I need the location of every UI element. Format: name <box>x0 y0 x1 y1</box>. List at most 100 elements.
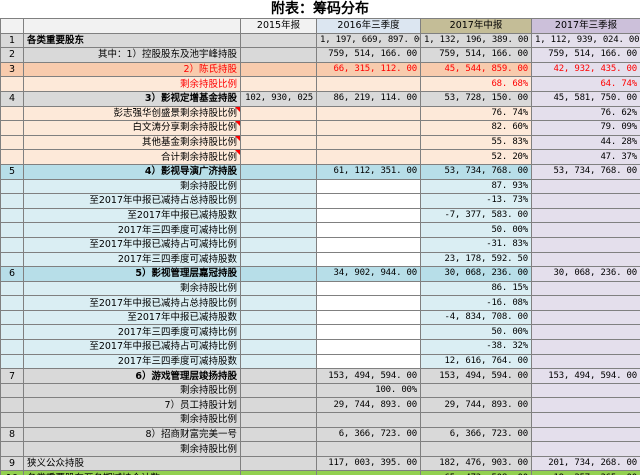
row-index-cell[interactable] <box>0 222 24 238</box>
value-cell[interactable] <box>240 134 317 151</box>
row-index-cell[interactable] <box>0 134 24 151</box>
value-cell[interactable] <box>240 280 317 297</box>
row-label-cell[interactable]: 7）员工持股计划 <box>23 397 241 414</box>
value-cell[interactable] <box>531 280 640 297</box>
value-cell[interactable]: 153, 494, 594. 00 <box>316 368 421 384</box>
row-index-cell[interactable] <box>0 76 24 92</box>
value-cell[interactable] <box>420 441 532 457</box>
row-label-cell[interactable]: 至2017年中报已减持占总持股比例 <box>23 193 241 209</box>
value-cell[interactable]: 6, 366, 723. 00 <box>420 426 532 443</box>
row-label-cell[interactable]: 2017年三四季度可减持比例 <box>23 222 241 238</box>
row-index-cell[interactable] <box>0 309 24 326</box>
row-label-cell[interactable]: 3）影视定增基金持股 <box>23 90 241 107</box>
value-cell[interactable] <box>420 382 532 399</box>
row-label-cell[interactable]: 剩余持股比例 <box>23 412 241 428</box>
row-label-cell[interactable]: 合计剩余持股比例 <box>23 149 241 165</box>
value-cell[interactable]: 1, 112, 939, 024. 00 <box>531 32 640 49</box>
row-label-cell[interactable]: 狭义公众持股 <box>23 455 241 472</box>
value-cell[interactable] <box>531 178 640 195</box>
value-cell[interactable] <box>531 207 640 224</box>
value-cell[interactable] <box>316 236 421 253</box>
value-cell[interactable]: -31. 83% <box>420 236 532 253</box>
row-index-cell[interactable] <box>0 251 24 268</box>
value-cell[interactable]: 29, 744, 893. 00 <box>420 397 532 414</box>
row-label-cell[interactable]: 至2017年中报已减持股数 <box>23 309 241 326</box>
value-cell[interactable] <box>240 353 317 370</box>
value-cell[interactable]: 23, 178, 592. 50 <box>420 251 532 268</box>
value-cell[interactable] <box>316 222 421 238</box>
value-cell[interactable] <box>240 426 317 443</box>
row-index-cell[interactable] <box>0 324 24 341</box>
value-cell[interactable]: 45, 581, 750. 00 <box>531 90 640 107</box>
row-index-cell[interactable] <box>0 339 24 355</box>
value-cell[interactable] <box>531 295 640 311</box>
value-cell[interactable] <box>240 470 317 475</box>
row-label-cell[interactable]: 4）影视导演广济持股 <box>23 163 241 180</box>
row-index-cell[interactable] <box>0 295 24 311</box>
header-cell[interactable]: 2016年三季度 <box>316 18 421 34</box>
value-cell[interactable] <box>316 178 421 195</box>
row-label-cell[interactable]: 彭志强华创盛景剩余持股比例 <box>23 105 241 122</box>
value-cell[interactable] <box>316 193 421 209</box>
value-cell[interactable] <box>240 222 317 238</box>
row-index-cell[interactable] <box>0 178 24 195</box>
row-index-cell[interactable]: 4 <box>0 90 24 107</box>
value-cell[interactable]: -4, 834, 708. 00 <box>420 309 532 326</box>
value-cell[interactable] <box>240 412 317 428</box>
value-cell[interactable]: 34, 902, 944. 00 <box>316 266 421 282</box>
value-cell[interactable]: 30, 068, 236. 00 <box>531 266 640 282</box>
row-index-cell[interactable] <box>0 236 24 253</box>
row-label-cell[interactable]: 剩余持股比例 <box>23 382 241 399</box>
value-cell[interactable] <box>531 193 640 209</box>
value-cell[interactable] <box>316 251 421 268</box>
value-cell[interactable] <box>240 32 317 49</box>
value-cell[interactable]: 55. 83% <box>420 134 532 151</box>
value-cell[interactable]: 19, 257, 365. 00 <box>531 470 640 475</box>
value-cell[interactable]: 6, 366, 723. 00 <box>316 426 421 443</box>
row-index-cell[interactable]: 5 <box>0 163 24 180</box>
value-cell[interactable]: 86. 15% <box>420 280 532 297</box>
row-label-cell[interactable]: 至2017年中报已减持占可减持比例 <box>23 236 241 253</box>
value-cell[interactable] <box>240 120 317 136</box>
row-label-cell[interactable]: 8）招商财富完美一号 <box>23 426 241 443</box>
value-cell[interactable] <box>240 368 317 384</box>
value-cell[interactable]: 45, 544, 859. 00 <box>420 61 532 78</box>
row-index-cell[interactable] <box>0 397 24 414</box>
value-cell[interactable] <box>240 382 317 399</box>
row-label-cell[interactable]: 其中：1）控股股东及池宇峰持股 <box>23 47 241 63</box>
value-cell[interactable]: 182, 476, 903. 00 <box>420 455 532 472</box>
row-index-cell[interactable] <box>0 193 24 209</box>
row-label-cell[interactable]: 各类重要股东至各期减持合计数 <box>23 470 241 475</box>
value-cell[interactable] <box>531 426 640 443</box>
row-index-cell[interactable]: 2 <box>0 47 24 63</box>
row-label-cell[interactable]: 5）影视管理层嘉冠持股 <box>23 266 241 282</box>
header-cell[interactable]: 2017年中报 <box>420 18 532 34</box>
value-cell[interactable]: 201, 734, 268. 00 <box>531 455 640 472</box>
value-cell[interactable]: 759, 514, 166. 00 <box>531 47 640 63</box>
value-cell[interactable]: 76. 62% <box>531 105 640 122</box>
value-cell[interactable]: -13. 73% <box>420 193 532 209</box>
value-cell[interactable]: 759, 514, 166. 00 <box>316 47 421 63</box>
value-cell[interactable]: 87. 93% <box>420 178 532 195</box>
value-cell[interactable] <box>240 47 317 63</box>
value-cell[interactable]: 52. 20% <box>420 149 532 165</box>
row-label-cell[interactable]: 2017年三四季度可减持股数 <box>23 251 241 268</box>
row-label-cell[interactable]: 6）游戏管理层竣扬持股 <box>23 368 241 384</box>
row-index-cell[interactable] <box>0 382 24 399</box>
value-cell[interactable]: 759, 514, 166. 00 <box>420 47 532 63</box>
value-cell[interactable] <box>316 105 421 122</box>
value-cell[interactable]: 53, 734, 768. 00 <box>531 163 640 180</box>
row-index-cell[interactable]: 1 <box>0 32 24 49</box>
value-cell[interactable] <box>240 178 317 195</box>
row-index-cell[interactable] <box>0 280 24 297</box>
value-cell[interactable] <box>316 149 421 165</box>
value-cell[interactable]: 61, 112, 351. 00 <box>316 163 421 180</box>
value-cell[interactable]: 1, 132, 196, 389. 00 <box>420 32 532 49</box>
value-cell[interactable] <box>316 295 421 311</box>
value-cell[interactable]: 66, 315, 112. 00 <box>316 61 421 78</box>
value-cell[interactable]: 53, 728, 150. 00 <box>420 90 532 107</box>
value-cell[interactable]: 76. 74% <box>420 105 532 122</box>
value-cell[interactable]: 12, 616, 764. 00 <box>420 353 532 370</box>
value-cell[interactable]: 65, 473, 508. 00 <box>420 470 532 475</box>
row-label-cell[interactable]: 剩余持股比例 <box>23 76 241 92</box>
